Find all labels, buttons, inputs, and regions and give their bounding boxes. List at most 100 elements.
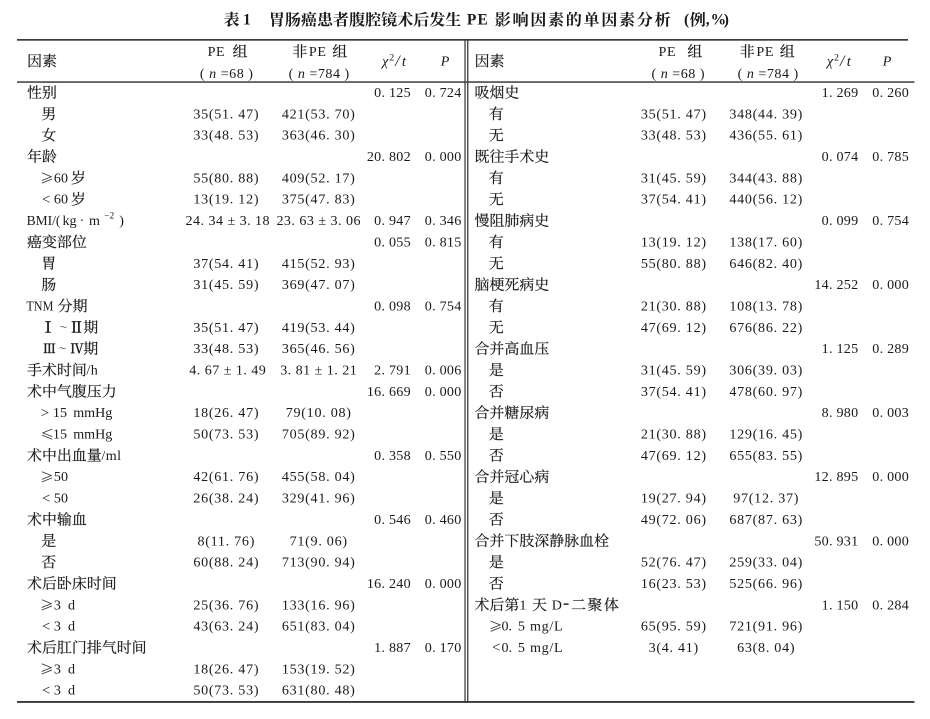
- svg-text:13(19. 12): 13(19. 12): [193, 192, 259, 208]
- svg-text:55(80. 88): 55(80. 88): [193, 170, 259, 186]
- svg-text:344(43. 88): 344(43. 88): [729, 170, 803, 186]
- svg-text:1. 269: 1. 269: [822, 85, 859, 101]
- svg-text:259(33. 04): 259(33. 04): [729, 555, 803, 571]
- svg-text:21(30. 88): 21(30. 88): [641, 427, 707, 443]
- svg-text:50: 50: [54, 491, 68, 507]
- svg-text:kg: kg: [63, 213, 77, 229]
- svg-text:79(10. 08): 79(10. 08): [286, 405, 352, 421]
- svg-text:306(39. 03): 306(39. 03): [729, 362, 803, 378]
- svg-text:721(91. 96): 721(91. 96): [729, 619, 803, 635]
- svg-text:35(51. 47): 35(51. 47): [193, 106, 259, 122]
- svg-text:138(17. 60): 138(17. 60): [729, 234, 803, 250]
- svg-text:1: 1: [519, 597, 526, 613]
- svg-text:1. 150: 1. 150: [822, 597, 859, 613]
- svg-text:60: 60: [54, 192, 68, 208]
- svg-text:<: <: [42, 192, 50, 208]
- svg-text:26(38. 24): 26(38. 24): [193, 491, 259, 507]
- svg-text:1. 887: 1. 887: [374, 640, 411, 656]
- svg-text:3 d: 3 d: [54, 597, 75, 613]
- svg-text:mg/L: mg/L: [530, 619, 563, 635]
- svg-text:651(83. 04): 651(83. 04): [282, 619, 356, 635]
- svg-text:71(9. 06): 71(9. 06): [290, 533, 348, 549]
- svg-text:24. 34 ± 3. 18: 24. 34 ± 3. 18: [186, 213, 271, 229]
- svg-text:37(54. 41): 37(54. 41): [641, 384, 707, 400]
- svg-text:3 d: 3 d: [54, 661, 75, 677]
- svg-text:PE: PE: [659, 44, 677, 60]
- svg-text:(: (: [684, 12, 689, 29]
- svg-text:375(47. 83): 375(47. 83): [282, 192, 356, 208]
- svg-text:65(95. 59): 65(95. 59): [641, 619, 707, 635]
- svg-text:19(27. 94): 19(27. 94): [641, 491, 707, 507]
- svg-text:0. 099: 0. 099: [822, 213, 859, 229]
- svg-text:50. 931: 50. 931: [814, 533, 858, 549]
- svg-text:415(52. 93): 415(52. 93): [282, 256, 356, 272]
- svg-text:0. 815: 0. 815: [425, 234, 462, 250]
- svg-text:0. 785: 0. 785: [872, 149, 909, 165]
- svg-text:0. 754: 0. 754: [425, 298, 462, 314]
- svg-text:15: 15: [53, 427, 67, 443]
- svg-text:8. 980: 8. 980: [822, 405, 859, 421]
- svg-text:0. 000: 0. 000: [425, 384, 462, 400]
- svg-text:20. 802: 20. 802: [367, 149, 411, 165]
- svg-text:mmHg: mmHg: [73, 405, 112, 421]
- svg-text:33(48. 53): 33(48. 53): [193, 341, 259, 357]
- svg-text:( n =68 ): ( n =68 ): [652, 66, 706, 82]
- svg-text:705(89. 92): 705(89. 92): [282, 427, 356, 443]
- svg-text:525(66. 96): 525(66. 96): [729, 576, 803, 592]
- svg-text:2: 2: [834, 53, 839, 64]
- svg-text:<: <: [42, 683, 50, 699]
- svg-text:21(30. 88): 21(30. 88): [641, 298, 707, 314]
- svg-text:436(55. 61): 436(55. 61): [729, 128, 803, 144]
- svg-text:0. 460: 0. 460: [425, 512, 462, 528]
- svg-text:D: D: [552, 597, 562, 613]
- svg-text:687(87. 63): 687(87. 63): [729, 512, 803, 528]
- svg-text:0. 358: 0. 358: [374, 448, 411, 464]
- svg-text:37(54. 41): 37(54. 41): [193, 256, 259, 272]
- svg-text:0. 125: 0. 125: [374, 85, 411, 101]
- svg-text:0. 550: 0. 550: [425, 448, 462, 464]
- svg-text:−2: −2: [104, 212, 114, 222]
- svg-text:0. 289: 0. 289: [872, 341, 909, 357]
- svg-text:8(11. 76): 8(11. 76): [197, 533, 255, 549]
- svg-text:153(19. 52): 153(19. 52): [282, 661, 356, 677]
- svg-text:0.: 0.: [502, 619, 513, 635]
- svg-text:·: ·: [80, 213, 85, 229]
- svg-text:15: 15: [53, 405, 67, 421]
- svg-text:421(53. 70): 421(53. 70): [282, 106, 356, 122]
- svg-text:0. 260: 0. 260: [872, 85, 909, 101]
- svg-text:t: t: [402, 54, 407, 70]
- svg-text:%: %: [711, 12, 727, 29]
- svg-text:33(48. 53): 33(48. 53): [193, 128, 259, 144]
- svg-text:31(45. 59): 31(45. 59): [193, 277, 259, 293]
- svg-text:0. 006: 0. 006: [425, 362, 462, 378]
- svg-text:>: >: [41, 405, 49, 421]
- svg-text:PE: PE: [467, 12, 489, 29]
- svg-text:419(53. 44): 419(53. 44): [282, 320, 356, 336]
- svg-text:<: <: [42, 491, 50, 507]
- svg-text:23. 63 ± 3. 06: 23. 63 ± 3. 06: [276, 213, 361, 229]
- svg-text:,: ,: [706, 12, 710, 29]
- svg-text:5: 5: [518, 619, 525, 635]
- svg-text:0. 284: 0. 284: [872, 597, 909, 613]
- svg-text:0. 000: 0. 000: [872, 533, 909, 549]
- svg-text:97(12. 37): 97(12. 37): [733, 491, 799, 507]
- svg-text:PE: PE: [309, 44, 327, 60]
- svg-text:455(58. 04): 455(58. 04): [282, 469, 356, 485]
- svg-text:/: /: [394, 53, 401, 70]
- svg-text:( n =784 ): ( n =784 ): [738, 66, 799, 82]
- svg-text:35(51. 47): 35(51. 47): [193, 320, 259, 336]
- svg-text:43(63. 24): 43(63. 24): [193, 619, 259, 635]
- svg-text:3(4. 41): 3(4. 41): [649, 640, 699, 656]
- svg-text:1: 1: [243, 12, 251, 29]
- svg-text:108(13. 78): 108(13. 78): [729, 298, 803, 314]
- svg-text:31(45. 59): 31(45. 59): [641, 362, 707, 378]
- svg-text:47(69. 12): 47(69. 12): [641, 320, 707, 336]
- svg-text:( n =68 ): ( n =68 ): [200, 66, 254, 82]
- svg-text:0. 546: 0. 546: [374, 512, 411, 528]
- svg-text:369(47. 07): 369(47. 07): [282, 277, 356, 293]
- svg-text:t: t: [847, 54, 852, 70]
- svg-text:/: /: [839, 53, 846, 70]
- svg-text:50(73. 53): 50(73. 53): [193, 427, 259, 443]
- svg-text:( n =784 ): ( n =784 ): [289, 66, 350, 82]
- svg-text:50: 50: [54, 469, 68, 485]
